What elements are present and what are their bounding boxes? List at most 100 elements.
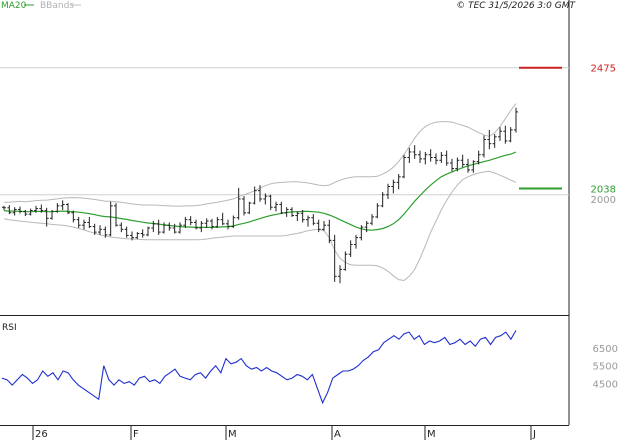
ohlc-bar	[439, 151, 444, 164]
ohlc-bar	[151, 221, 156, 233]
ohlc-bar	[55, 203, 60, 213]
rsi-tick-label: 6500	[593, 344, 618, 355]
ohlc-bar	[18, 206, 22, 214]
ohlc-bar	[354, 234, 358, 249]
ohlc-bar	[375, 203, 380, 219]
ohlc-bar	[114, 203, 118, 227]
rsi-tick-label: 4500	[593, 379, 618, 390]
ohlc-bar	[130, 231, 134, 241]
price-bars	[2, 107, 518, 284]
ohlc-bar	[87, 216, 92, 228]
ohlc-bar	[300, 210, 305, 223]
ohlc-bar	[66, 203, 70, 215]
ohlc-bar	[492, 134, 497, 148]
ohlc-bar	[274, 201, 278, 212]
ohlc-bar	[508, 127, 513, 143]
ohlc-bar	[2, 205, 6, 210]
ohlc-bar	[194, 219, 198, 230]
ohlc-bar	[146, 226, 150, 237]
ohlc-bar	[204, 218, 209, 228]
ohlc-bar	[28, 208, 33, 216]
ohlc-bar	[434, 153, 438, 165]
bband-lower-line	[3, 170, 517, 282]
ohlc-bar	[386, 183, 390, 199]
x-tick-label: J	[532, 429, 536, 440]
ohlc-bar	[156, 219, 161, 235]
ohlc-bar	[140, 229, 145, 238]
ohlc-bar	[199, 221, 204, 233]
ohlc-bar	[178, 222, 182, 234]
x-tick-label: M	[427, 429, 436, 440]
ohlc-bar	[103, 226, 108, 238]
rsi-series	[1, 330, 517, 405]
ohlc-bar	[482, 135, 486, 158]
ohlc-bar	[242, 196, 246, 216]
ohlc-bar	[407, 147, 412, 164]
ohlc-bar	[98, 225, 102, 235]
ohlc-bar	[108, 201, 113, 237]
gridlines	[0, 67, 569, 196]
ohlc-bar	[322, 221, 326, 231]
ohlc-bar	[290, 207, 294, 217]
ohlc-bar	[220, 212, 225, 226]
rsi-tick-label: 5500	[593, 362, 618, 373]
ohlc-bar	[258, 185, 262, 202]
ohlc-bar	[247, 201, 252, 215]
x-tick-label: A	[334, 429, 341, 440]
ohlc-bar	[172, 223, 177, 234]
ohlc-bar	[418, 150, 422, 164]
ohlc-bar	[215, 216, 220, 228]
ohlc-bar	[402, 154, 406, 179]
ohlc-bar	[306, 215, 310, 227]
ohlc-bar	[444, 150, 449, 166]
rsi-title: RSI	[2, 323, 17, 333]
ohlc-bar	[327, 219, 332, 244]
ohlc-bar	[231, 215, 236, 228]
ohlc-bar	[268, 194, 273, 210]
rsi-line	[1, 330, 517, 405]
ohlc-bar	[498, 127, 502, 141]
ma20-line	[3, 151, 517, 231]
ohlc-bar	[252, 186, 257, 205]
ohlc-bar	[455, 157, 460, 172]
ohlc-bar	[370, 214, 374, 226]
ohlc-bar	[348, 240, 353, 257]
ohlc-bar	[226, 219, 230, 230]
ohlc-bar	[23, 210, 28, 217]
ohlc-bar	[34, 205, 38, 213]
ohlc-bar	[44, 207, 49, 227]
ohlc-bar	[428, 149, 433, 162]
ohlc-bar	[82, 219, 86, 230]
price-tick-label: 2038	[591, 184, 616, 195]
ohlc-bar	[39, 204, 44, 213]
ohlc-bar	[119, 222, 124, 233]
x-axis-ticks: 26 F M A M J	[32, 426, 536, 440]
ohlc-bar	[263, 193, 268, 205]
ohlc-bar	[76, 216, 81, 228]
ohlc-bar	[183, 216, 188, 228]
ohlc-bar	[503, 125, 508, 144]
ohlc-bar	[423, 151, 428, 165]
rsi-axis-ticks: 6500 5500 4500	[593, 344, 618, 390]
ohlc-bar	[7, 205, 12, 215]
ohlc-bar	[476, 150, 481, 165]
ohlc-bar	[162, 222, 166, 234]
moving-average	[3, 151, 517, 231]
x-tick-label: M	[228, 429, 237, 440]
ohlc-bar	[338, 265, 342, 284]
ohlc-bar	[391, 179, 396, 194]
ohlc-bar	[71, 210, 76, 223]
ohlc-bar	[50, 210, 54, 220]
price-levels	[519, 66, 562, 190]
ohlc-bar	[364, 221, 369, 233]
ohlc-bar	[380, 192, 385, 208]
ohlc-bar	[514, 107, 518, 133]
ohlc-bar	[311, 214, 316, 226]
ohlc-bar	[466, 158, 470, 173]
price-tick-label: 2475	[591, 64, 616, 75]
ohlc-bar	[412, 145, 417, 159]
ohlc-bar	[210, 218, 214, 230]
ohlc-bar	[167, 222, 172, 231]
